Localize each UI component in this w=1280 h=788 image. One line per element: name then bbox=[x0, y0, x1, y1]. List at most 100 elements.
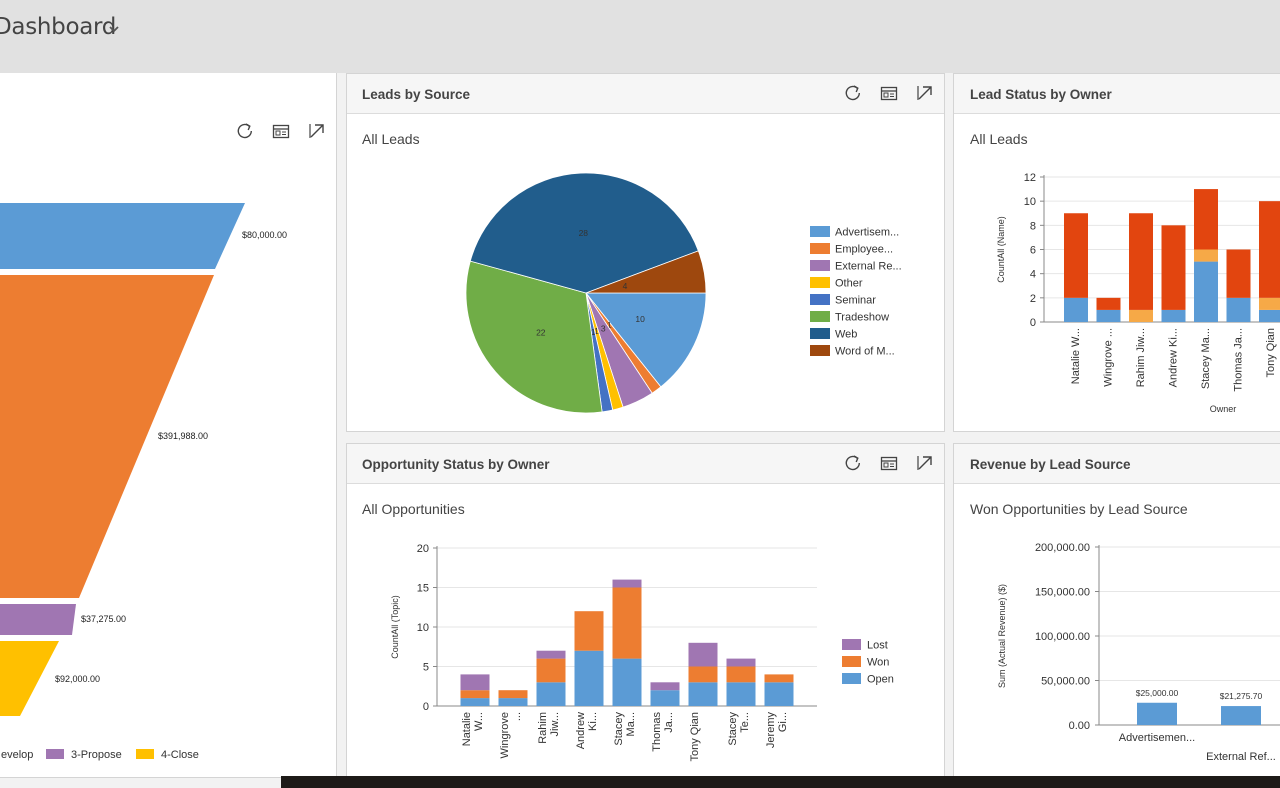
bar-segment[interactable] bbox=[612, 658, 642, 706]
bar-segment[interactable] bbox=[498, 690, 528, 699]
bar-segment[interactable] bbox=[764, 674, 794, 683]
pie-slice[interactable] bbox=[585, 250, 707, 294]
bar-segment[interactable] bbox=[536, 682, 566, 706]
funnel-value-label: $391,988.00 bbox=[158, 431, 208, 441]
bar-segment[interactable] bbox=[1259, 309, 1280, 322]
revenue-bar[interactable] bbox=[1221, 706, 1261, 725]
y-axis-title: CountAll (Name) bbox=[996, 216, 1006, 283]
bar-segment[interactable] bbox=[650, 690, 680, 706]
x-category-label: Ja... bbox=[663, 712, 675, 733]
view-records-icon[interactable] bbox=[271, 121, 291, 141]
expand-icon[interactable] bbox=[915, 83, 935, 103]
bar-segment[interactable] bbox=[460, 698, 490, 706]
x-category-label: Andrew bbox=[575, 712, 587, 749]
bar-segment[interactable] bbox=[1161, 309, 1186, 322]
x-category-label: Andrew Ki... bbox=[1168, 328, 1180, 387]
bar-segment[interactable] bbox=[574, 611, 604, 651]
x-category-label: Ma... bbox=[625, 712, 637, 736]
dashboard-title[interactable]: Dashboard bbox=[0, 14, 117, 40]
bar-segment[interactable] bbox=[1194, 189, 1218, 250]
pie-slice-label: 1 bbox=[607, 320, 612, 330]
view-records-icon[interactable] bbox=[879, 453, 899, 473]
x-category-label: Te... bbox=[739, 712, 751, 733]
funnel-value-label: $37,275.00 bbox=[81, 614, 126, 624]
funnel-chart: $80,000.00 $391,988.00 $37,275.00 $92,00… bbox=[0, 203, 287, 761]
bar-segment[interactable] bbox=[1064, 297, 1088, 322]
bar-segment[interactable] bbox=[1129, 309, 1153, 322]
legend-label: Advertisem... bbox=[835, 227, 899, 239]
pie-slice[interactable] bbox=[465, 260, 603, 414]
y-axis-title: CountAll (Topic) bbox=[390, 595, 400, 659]
bar-segment[interactable] bbox=[726, 666, 756, 683]
refresh-icon[interactable] bbox=[843, 83, 863, 103]
bar-segment[interactable] bbox=[1161, 225, 1186, 310]
refresh-icon[interactable] bbox=[235, 121, 255, 141]
bar-segment[interactable] bbox=[498, 698, 528, 706]
bar-segment[interactable] bbox=[612, 579, 642, 588]
x-category-label: Jeremy bbox=[765, 712, 777, 749]
panel-header: Revenue by Lead Source bbox=[954, 444, 1280, 484]
legend-swatch bbox=[810, 345, 830, 356]
view-records-icon[interactable] bbox=[879, 83, 899, 103]
funnel-legend-close: 4-Close bbox=[161, 749, 199, 761]
bar-segment[interactable] bbox=[460, 690, 490, 699]
bar-segment[interactable] bbox=[536, 650, 566, 659]
chevron-down-icon[interactable] bbox=[108, 24, 120, 34]
bar-data-label: $21,275.70 bbox=[1220, 691, 1263, 701]
bar-segment[interactable] bbox=[1096, 309, 1121, 322]
pie-slice[interactable] bbox=[585, 292, 707, 388]
y-tick-label: 0 bbox=[423, 701, 429, 713]
funnel-stage-develop-top[interactable] bbox=[0, 203, 245, 269]
pie-slice-label: 10 bbox=[635, 314, 645, 324]
bar-segment[interactable] bbox=[688, 682, 718, 706]
y-tick-label: 10 bbox=[1024, 196, 1036, 208]
x-category-label: Stacey Ma... bbox=[1200, 328, 1212, 389]
bar-segment[interactable] bbox=[1129, 213, 1153, 310]
bar-segment[interactable] bbox=[1096, 297, 1121, 310]
bar-segment[interactable] bbox=[726, 658, 756, 667]
pie-slice[interactable] bbox=[469, 172, 699, 294]
pie-slice-label: 22 bbox=[536, 328, 546, 338]
bar-segment[interactable] bbox=[764, 682, 794, 706]
funnel-stage-close[interactable] bbox=[0, 641, 59, 716]
bar-segment[interactable] bbox=[1226, 249, 1251, 298]
x-axis-title: Owner bbox=[1210, 404, 1237, 414]
bar-segment[interactable] bbox=[650, 682, 680, 691]
funnel-value-label: $92,000.00 bbox=[55, 674, 100, 684]
bar-segment[interactable] bbox=[1226, 297, 1251, 322]
pie-slice-label: 1 bbox=[591, 327, 596, 337]
bar-data-label: $25,000.00 bbox=[1136, 688, 1179, 698]
bar-segment[interactable] bbox=[688, 642, 718, 667]
x-category-label: Rahim Jiw... bbox=[1135, 328, 1147, 387]
bar-segment[interactable] bbox=[612, 587, 642, 659]
y-tick-label: 50,000.00 bbox=[1041, 676, 1090, 688]
funnel-stage-propose[interactable] bbox=[0, 604, 76, 635]
bar-segment[interactable] bbox=[688, 666, 718, 683]
legend-swatch bbox=[810, 277, 830, 288]
x-category-label: Tony Qian bbox=[689, 712, 701, 762]
bar-segment[interactable] bbox=[574, 650, 604, 706]
bar-segment[interactable] bbox=[1194, 261, 1218, 322]
bar-segment[interactable] bbox=[1259, 297, 1280, 310]
bar-segment[interactable] bbox=[536, 658, 566, 683]
funnel-stage-develop[interactable] bbox=[0, 275, 214, 598]
refresh-icon[interactable] bbox=[843, 453, 863, 473]
expand-icon[interactable] bbox=[915, 453, 935, 473]
revenue-bar[interactable] bbox=[1137, 702, 1177, 725]
x-category-label: Wingrove bbox=[499, 712, 511, 758]
legend-label: Lost bbox=[867, 640, 888, 652]
bar-segment[interactable] bbox=[1064, 213, 1088, 298]
pie-slice-label: 3 bbox=[601, 324, 606, 334]
y-axis-title: Sum (Actual Revenue) ($) bbox=[997, 584, 1007, 688]
y-tick-label: 150,000.00 bbox=[1035, 587, 1090, 599]
bar-segment[interactable] bbox=[726, 682, 756, 706]
bar-segment[interactable] bbox=[1259, 201, 1280, 298]
bar-segment[interactable] bbox=[460, 674, 490, 691]
bar-segment[interactable] bbox=[1194, 249, 1218, 262]
pie-slice-label: 28 bbox=[579, 228, 589, 238]
legend-swatch bbox=[810, 260, 830, 271]
expand-icon[interactable] bbox=[307, 121, 327, 141]
panel-subtitle: Won Opportunities by Lead Source bbox=[970, 501, 1188, 517]
x-category-label: ... bbox=[511, 712, 523, 721]
y-tick-label: 0 bbox=[1030, 317, 1036, 329]
